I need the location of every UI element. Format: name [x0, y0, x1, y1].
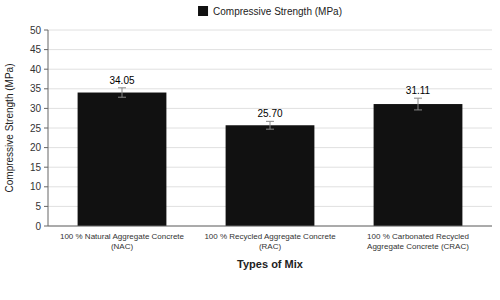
- y-tick: [44, 88, 48, 89]
- x-axis-title: Types of Mix: [237, 258, 304, 270]
- grid-line: [48, 226, 492, 227]
- chart: 0 5 10 15 20 25 30 35 40 45 50 34.05 25.70 31.11 100 %…: [0, 0, 500, 300]
- error-cap: [414, 98, 422, 99]
- data-label: 31.11: [406, 85, 431, 96]
- bar: [374, 104, 463, 226]
- x-tick-label-line: 100 % Recycled Aggregate Concrete: [204, 232, 336, 241]
- error-bar: [414, 98, 422, 110]
- y-tick: [44, 147, 48, 148]
- legend: Compressive Strength (MPa): [198, 6, 342, 17]
- y-tick-label: 25: [30, 123, 42, 134]
- y-tick: [44, 69, 48, 70]
- x-tick-label-line: 100 % Carbonated Recycled: [367, 232, 469, 241]
- legend-label: Compressive Strength (MPa): [213, 6, 342, 17]
- y-tick-label: 40: [30, 64, 42, 75]
- y-axis: [48, 30, 49, 226]
- y-tick-label: 35: [30, 83, 42, 94]
- error-cap: [414, 109, 422, 110]
- y-tick-label: 0: [35, 221, 41, 232]
- error-bar: [266, 121, 274, 129]
- grid-line: [48, 30, 492, 31]
- y-tick-label: 20: [30, 142, 42, 153]
- y-tick-label: 45: [30, 44, 42, 55]
- y-axis-title: Compressive Strength (MPa): [4, 64, 15, 193]
- data-label: 34.05: [109, 75, 134, 86]
- x-tick-label: 100 % Recycled Aggregate Concrete(RAC): [204, 232, 336, 251]
- x-tick-label-line: 100 % Natural Aggregate Concrete: [60, 232, 185, 241]
- y-tick: [44, 30, 48, 31]
- y-tick: [44, 167, 48, 168]
- x-tick-label: 100 % Carbonated RecycledAggregate Concr…: [367, 232, 469, 251]
- error-cap: [266, 121, 274, 122]
- x-tick-label-line: Aggregate Concrete (CRAC): [367, 242, 469, 251]
- error-line: [270, 121, 271, 129]
- x-axis: [48, 226, 492, 227]
- y-tick: [44, 206, 48, 207]
- y-tick-label: 30: [30, 103, 42, 114]
- legend-swatch: [198, 6, 208, 16]
- grid-line: [48, 69, 492, 70]
- error-cap: [118, 87, 126, 88]
- error-cap: [266, 129, 274, 130]
- bar: [226, 125, 315, 226]
- y-tick: [44, 108, 48, 109]
- y-tick: [44, 186, 48, 187]
- x-tick-label-line: (RAC): [259, 242, 282, 251]
- error-line: [418, 98, 419, 110]
- x-tick-label-line: (NAC): [111, 242, 134, 251]
- y-tick-label: 10: [30, 181, 42, 192]
- y-tick-label: 15: [30, 162, 42, 173]
- x-tick-label: 100 % Natural Aggregate Concrete(NAC): [60, 232, 185, 251]
- error-bar: [118, 88, 126, 97]
- bar: [78, 93, 167, 226]
- error-line: [122, 88, 123, 97]
- y-tick: [44, 49, 48, 50]
- y-tick-label: 50: [30, 25, 42, 36]
- bars: [78, 88, 463, 226]
- error-cap: [118, 97, 126, 98]
- y-tick-label: 5: [35, 201, 41, 212]
- grid-line: [48, 49, 492, 50]
- y-tick: [44, 226, 48, 227]
- data-label: 25.70: [257, 108, 282, 119]
- y-tick: [44, 128, 48, 129]
